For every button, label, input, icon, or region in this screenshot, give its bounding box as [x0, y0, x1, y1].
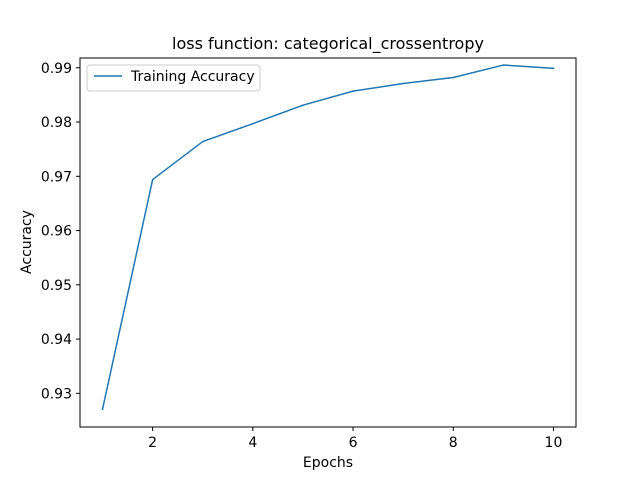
series-group	[101, 64, 555, 410]
data-point	[402, 82, 404, 85]
plot-frame	[79, 57, 577, 428]
y-tick-label: 0.99	[41, 61, 72, 77]
data-point	[101, 408, 104, 410]
y-tick-label: 0.93	[41, 386, 72, 402]
y-axis-label: Accuracy	[19, 210, 35, 274]
y-tick-label: 0.97	[41, 169, 72, 185]
tick-group: 2 4 6 8 10 0.93 0.94 0.95 0.96 0.97 0.98 0.99	[41, 61, 563, 451]
data-point	[201, 140, 204, 143]
data-point	[151, 178, 154, 181]
data-point	[252, 122, 254, 125]
x-tick-label: 10	[545, 435, 563, 451]
data-point	[552, 67, 555, 70]
legend: Training Accuracy	[86, 64, 261, 92]
y-tick-label: 0.95	[41, 278, 72, 294]
x-axis-label: Epochs	[303, 455, 353, 471]
series-line-training-accuracy	[101, 64, 555, 410]
data-point	[502, 64, 505, 66]
y-tick-label: 0.94	[41, 332, 72, 348]
x-tick-label: 4	[248, 435, 257, 451]
y-tick-label: 0.98	[41, 115, 72, 131]
x-tick-label: 8	[449, 435, 458, 451]
y-tick-label: 0.96	[41, 224, 72, 240]
data-point	[302, 104, 304, 107]
legend-label: Training Accuracy	[130, 69, 255, 85]
x-tick-label: 6	[349, 435, 358, 451]
x-tick-label: 2	[148, 435, 157, 451]
data-point	[452, 76, 455, 79]
data-point	[352, 90, 354, 92]
chart-title: loss function: categorical_crossentropy	[172, 34, 484, 54]
legend-box	[86, 64, 261, 92]
